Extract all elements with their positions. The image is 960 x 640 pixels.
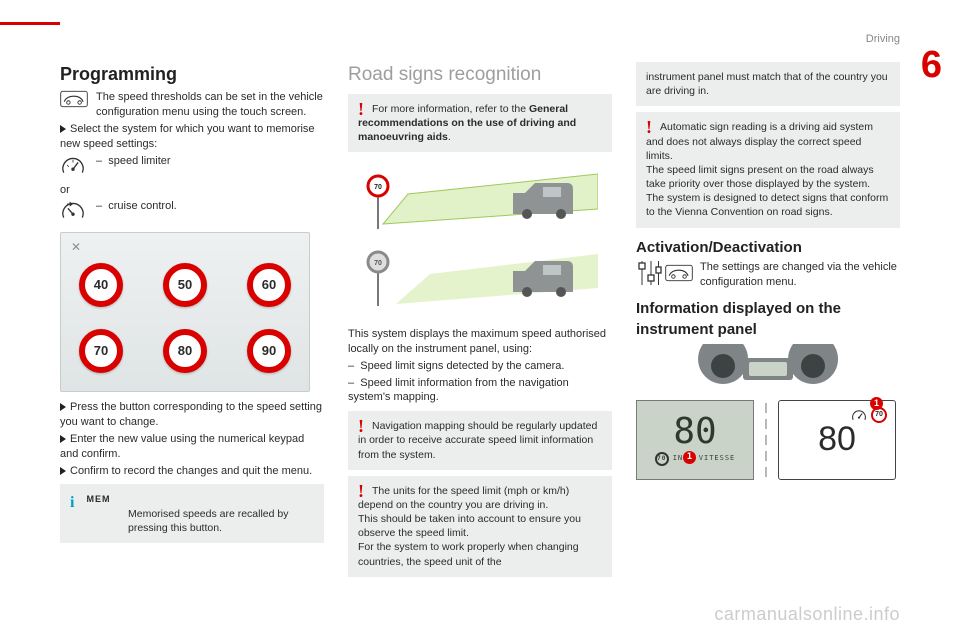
roadsigns-title: Road signs recognition (348, 62, 612, 88)
units-line2: This should be taken into account to ens… (358, 513, 581, 539)
option-speed-limiter: – speed limiter (60, 154, 324, 181)
cruise-control-icon (60, 199, 90, 226)
info-displayed-title: Information displayed on the instrument … (636, 299, 900, 340)
speed-sign-50[interactable]: 50 (163, 263, 207, 307)
programming-step1: Select the system for which you want to … (60, 122, 324, 152)
b2-text: Speed limit information from the navigat… (348, 377, 569, 404)
triangle-icon (60, 125, 66, 133)
chapter-number: 6 (921, 40, 942, 91)
callout-badge-1b: 1 (870, 397, 883, 410)
close-icon[interactable]: ✕ (71, 239, 81, 255)
mem-label: MEM (86, 494, 110, 504)
accent-bar (0, 22, 60, 25)
units-line3: For the system to work properly when cha… (358, 541, 579, 567)
column-1: Programming The speed thresholds can be … (60, 62, 324, 600)
car-icon (60, 90, 90, 113)
b1-text: Speed limit signs detected by the camera… (360, 360, 564, 372)
activation-text: The settings are changed via the vehicle… (700, 260, 900, 290)
general-reco-box: ! For more information, refer to the Gen… (348, 94, 612, 153)
gauge-mini-icon (851, 408, 867, 422)
box1-line1: For more information, refer to the (372, 103, 526, 115)
cruise-control-text: – cruise control. (96, 199, 177, 214)
svg-text:70: 70 (374, 184, 382, 191)
settings-car-icons (636, 260, 694, 286)
asr-line3: The system is designed to detect signs t… (646, 192, 888, 218)
roadsigns-b2: – Speed limit information from the navig… (348, 376, 612, 406)
step2-text: Press the button corresponding to the sp… (60, 401, 322, 428)
lcd-speed: 80 (673, 414, 716, 450)
lcd-sign: 70 (655, 452, 669, 466)
programming-step2: Press the button corresponding to the sp… (60, 400, 324, 430)
roadsigns-desc: This system displays the maximum speed a… (348, 327, 612, 357)
speed-sign-40[interactable]: 40 (79, 263, 123, 307)
road-sign-illustration: 70 70 (348, 164, 598, 314)
panel-divider (764, 403, 768, 477)
triangle-icon (60, 403, 66, 411)
auto-sign-reading-box: ! Automatic sign reading is a driving ai… (636, 112, 900, 227)
programming-step3: Enter the new value using the numerical … (60, 432, 324, 462)
tft-speed: 80 (818, 417, 856, 463)
info-icon: i (70, 492, 74, 514)
option-cruise-control: – cruise control. (60, 199, 324, 226)
warning-icon: ! (646, 120, 652, 134)
nav-mapping-text: Navigation mapping should be regularly u… (358, 420, 597, 460)
tft-top-row: 70 (851, 407, 887, 423)
column-2: Road signs recognition ! For more inform… (348, 62, 612, 600)
units-box: ! The units for the speed limit (mph or … (348, 476, 612, 577)
opt1-text: speed limiter (108, 155, 170, 167)
warning-icon: ! (358, 102, 364, 116)
box1-dot: . (448, 131, 451, 143)
page-columns: Programming The speed thresholds can be … (60, 62, 900, 600)
activation-title: Activation/Deactivation (636, 238, 900, 258)
mem-info-box: i MEM Memorised speeds are recalled by p… (60, 484, 324, 543)
speed-sign-60[interactable]: 60 (247, 263, 291, 307)
nav-mapping-box: ! Navigation mapping should be regularly… (348, 411, 612, 470)
cluster-top-illustration (636, 344, 900, 392)
tft-panel: 70 80 1 (778, 400, 896, 480)
programming-title: Programming (60, 62, 324, 86)
watermark: carmanualsonline.info (714, 602, 900, 626)
speed-limiter-text: – speed limiter (96, 154, 171, 169)
speed-sign-80[interactable]: 80 (163, 329, 207, 373)
speed-sign-90[interactable]: 90 (247, 329, 291, 373)
asr-line1: Automatic sign reading is a driving aid … (646, 121, 873, 161)
speed-sign-70[interactable]: 70 (79, 329, 123, 373)
units-box-cont: instrument panel must match that of the … (636, 62, 900, 106)
step3-text: Enter the new value using the numerical … (60, 433, 304, 460)
column-3: instrument panel must match that of the … (636, 62, 900, 600)
opt2-text: cruise control. (108, 200, 176, 212)
units-cont-text: instrument panel must match that of the … (646, 71, 888, 97)
lcd-panel: 80 70 INFO VITESSE 1 (636, 400, 754, 480)
callout-badge-1a: 1 (683, 451, 696, 464)
triangle-icon (60, 435, 66, 443)
mem-text: Memorised speeds are recalled by pressin… (128, 507, 314, 535)
programming-intro-text: The speed thresholds can be set in the v… (96, 90, 324, 120)
triangle-icon (60, 467, 66, 475)
programming-intro: The speed thresholds can be set in the v… (60, 90, 324, 120)
or-text: or (60, 183, 324, 198)
step4-text: Confirm to record the changes and quit t… (70, 465, 312, 477)
activation-line: The settings are changed via the vehicle… (636, 260, 900, 290)
speed-signs-touchscreen: ✕ 40 50 60 70 80 90 (60, 232, 310, 392)
speed-limiter-icon (60, 154, 90, 181)
units-line1: The units for the speed limit (mph or km… (358, 485, 569, 511)
step1-text: Select the system for which you want to … (60, 123, 315, 150)
warning-icon: ! (358, 419, 364, 433)
asr-line2: The speed limit signs present on the roa… (646, 164, 874, 190)
warning-icon: ! (358, 484, 364, 498)
programming-step4: Confirm to record the changes and quit t… (60, 464, 324, 479)
roadsigns-b1: – Speed limit signs detected by the came… (348, 359, 612, 374)
page-header: Driving (866, 32, 900, 47)
instrument-panels: 80 70 INFO VITESSE 1 70 80 1 (636, 400, 900, 480)
svg-text:70: 70 (374, 260, 382, 267)
